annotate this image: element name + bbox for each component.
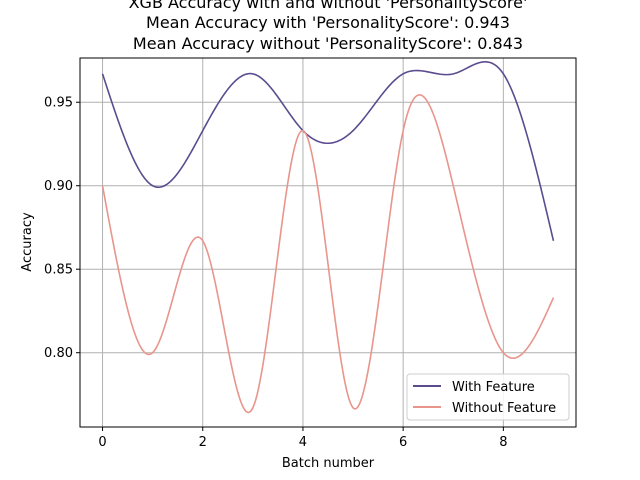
- x-tick-label: 6: [399, 435, 407, 450]
- chart-title-line-1: XGB Accuracy with and without 'Personali…: [129, 0, 528, 12]
- legend: With Feature Without Feature: [406, 373, 570, 421]
- series-line-without-feature: [101, 94, 555, 414]
- plot-frame: [79, 57, 577, 428]
- x-tick-label: 4: [299, 435, 307, 450]
- y-tick-label: 0.80: [44, 346, 73, 361]
- chart-title-line-3: Mean Accuracy without 'PersonalityScore'…: [133, 34, 523, 53]
- series-lines: [101, 61, 555, 414]
- x-tick-label: 0: [98, 435, 106, 450]
- legend-label-without-feature: Without Feature: [452, 401, 556, 416]
- legend-label-with-feature: With Feature: [452, 380, 535, 395]
- x-axis-label: Batch number: [282, 456, 375, 471]
- y-axis-label: Accuracy: [20, 212, 35, 272]
- legend-box: [406, 373, 570, 421]
- chart-title: XGB Accuracy with and without 'Personali…: [129, 0, 528, 53]
- x-tick-label: 2: [199, 435, 207, 450]
- y-tick-label: 0.90: [44, 179, 73, 194]
- chart-title-line-2: Mean Accuracy with 'PersonalityScore': 0…: [146, 13, 510, 32]
- x-tick-label: 8: [499, 435, 507, 450]
- y-axis-ticks: 0.80 0.85 0.90 0.95: [44, 96, 80, 361]
- y-tick-label: 0.85: [44, 263, 73, 278]
- series-line-with-feature: [101, 61, 555, 242]
- y-tick-label: 0.95: [44, 96, 73, 111]
- x-axis-ticks: 0 2 4 6 8: [98, 427, 507, 450]
